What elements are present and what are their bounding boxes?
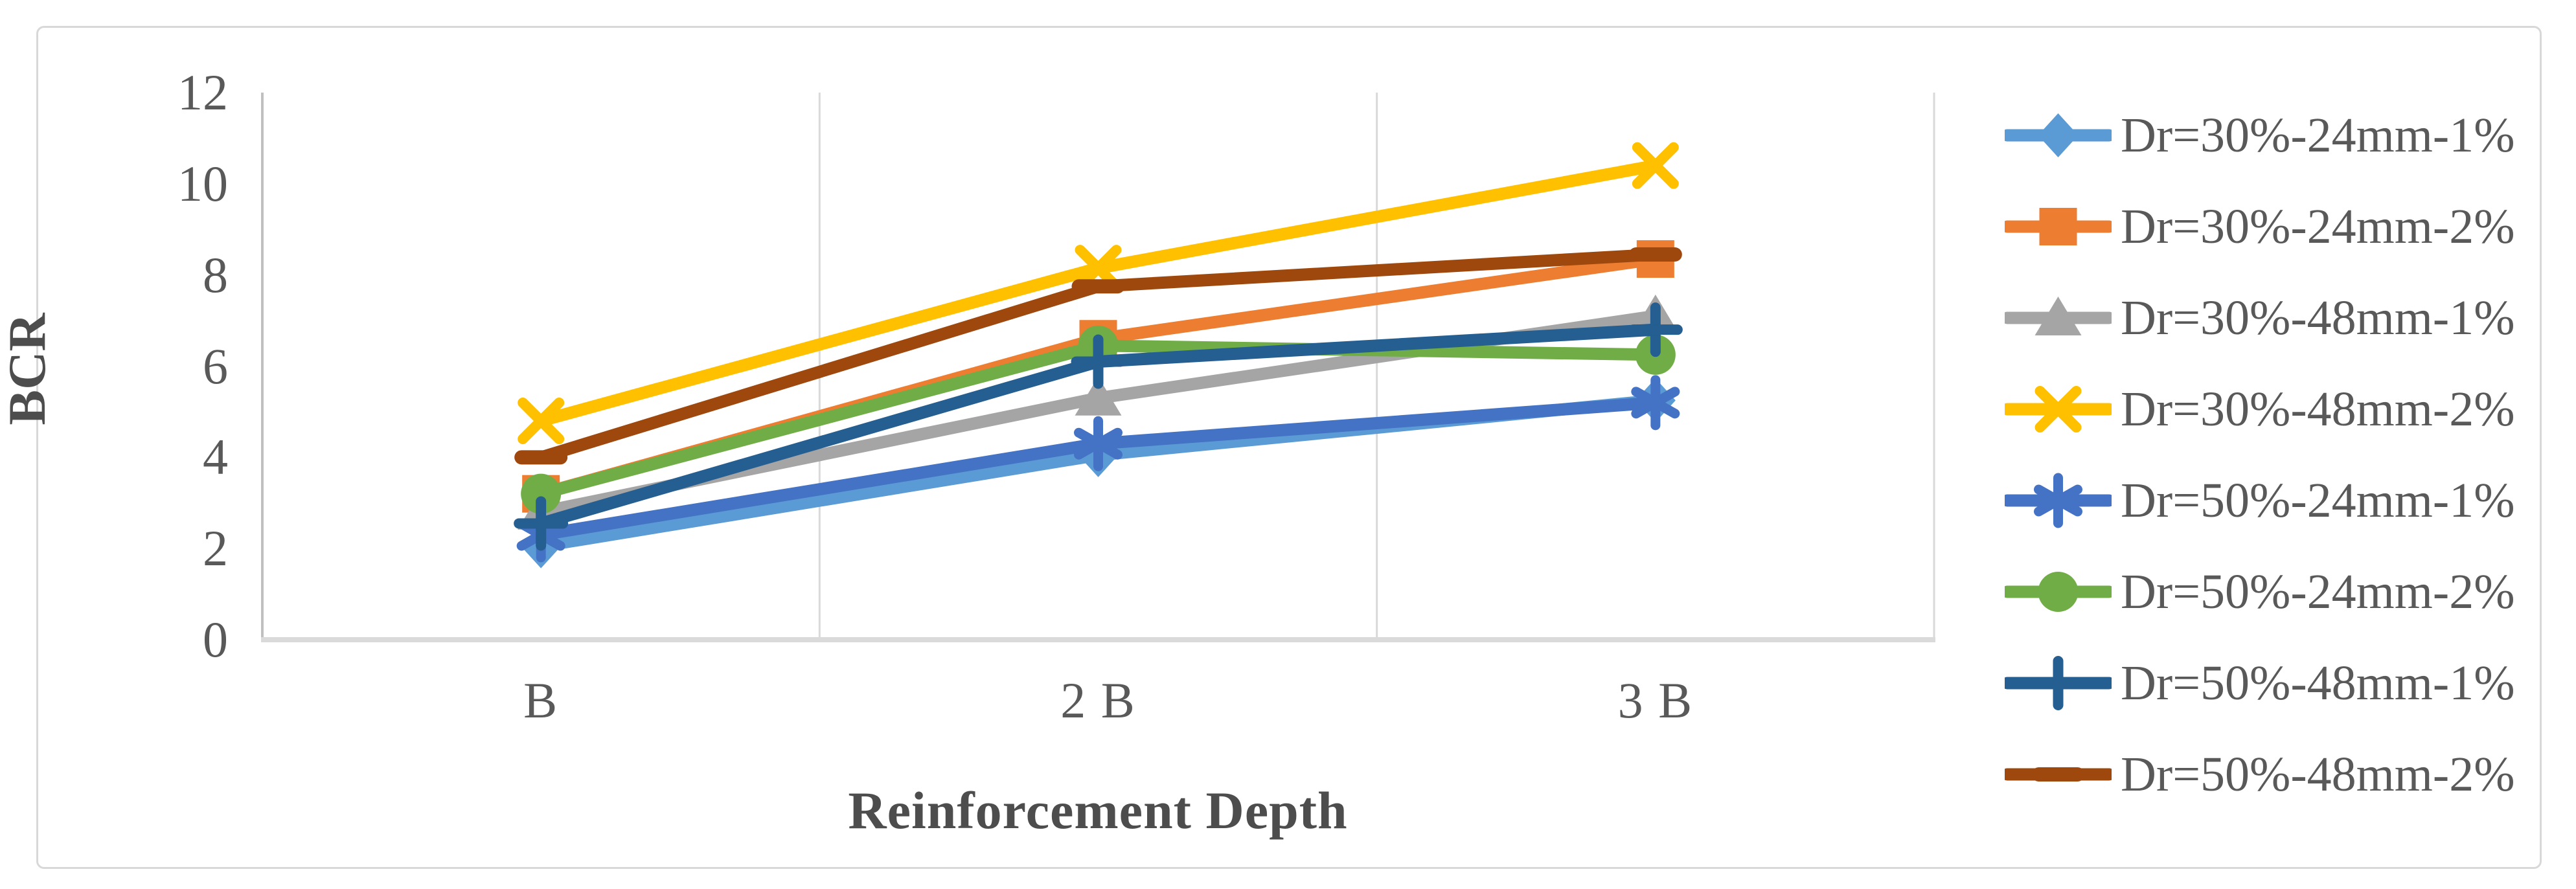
legend-swatch-triangle-icon	[2005, 297, 2112, 335]
legend-marker	[2034, 473, 2082, 528]
y-tick-label: 10	[177, 155, 228, 212]
y-tick-label: 0	[203, 611, 228, 668]
legend-item: Dr=30%-24mm-2%	[2005, 197, 2515, 256]
x-tick-label: B	[523, 672, 559, 728]
y-tick-label: 12	[177, 64, 228, 120]
legend-item: Dr=50%-48mm-2%	[2005, 745, 2515, 804]
legend-label: Dr=30%-48mm-1%	[2121, 290, 2515, 345]
legend-item: Dr=50%-48mm-1%	[2005, 653, 2515, 713]
legend-label: Dr=30%-24mm-2%	[2121, 199, 2515, 254]
line	[2034, 484, 2082, 517]
legend-swatch-circle-icon	[2005, 572, 2112, 612]
legend-swatch-square-icon	[2005, 208, 2112, 245]
legend-item: Dr=50%-24mm-1%	[2005, 471, 2515, 530]
legend-label: Dr=50%-48mm-1%	[2121, 655, 2515, 710]
data-point-marker	[1632, 142, 1679, 189]
legend-label: Dr=30%-48mm-2%	[2121, 381, 2515, 436]
legend-marker	[2031, 656, 2086, 710]
legend-marker	[2038, 113, 2079, 157]
legend-label: Dr=50%-24mm-2%	[2121, 564, 2515, 619]
figure-border	[36, 26, 2542, 869]
data-point-marker	[1628, 302, 1683, 357]
series-Dr=50%-48mm-2%	[514, 247, 1682, 465]
data-point-marker	[1074, 416, 1123, 471]
data-point-marker	[514, 496, 569, 551]
y-tick-label: 2	[203, 520, 228, 577]
data-point-marker	[518, 398, 565, 444]
legend-marker	[2039, 208, 2077, 245]
legend-marker	[2038, 572, 2079, 612]
line	[1631, 387, 1680, 419]
x-axis-title: Reinforcement Depth	[848, 781, 1348, 840]
data-point-marker	[1075, 376, 1122, 416]
data-point-marker	[1071, 334, 1126, 389]
line	[1632, 142, 1679, 189]
legend-item: Dr=50%-24mm-2%	[2005, 562, 2515, 622]
x-tick-label: 2 B	[1060, 672, 1136, 728]
legend-marker	[2035, 386, 2082, 433]
legend-item: Dr=30%-24mm-1%	[2005, 106, 2515, 165]
legend-swatch-diamond-icon	[2005, 113, 2112, 157]
legend-swatch-plus-icon	[2005, 656, 2112, 710]
y-tick-label: 6	[203, 337, 228, 394]
legend-item: Dr=30%-48mm-1%	[2005, 288, 2515, 348]
data-point-marker	[1631, 375, 1680, 431]
legend-swatch-x-icon	[2005, 386, 2112, 433]
legend-item: Dr=30%-48mm-2%	[2005, 379, 2515, 439]
legend-swatch-dash-icon	[2005, 767, 2112, 782]
data-point-marker	[521, 473, 562, 514]
y-tick-label: 8	[203, 246, 228, 303]
legend-swatch-asterisk-icon	[2005, 473, 2112, 528]
line	[1074, 427, 1123, 460]
legend-label: Dr=30%-24mm-1%	[2121, 107, 2515, 163]
legend-label: Dr=50%-48mm-2%	[2121, 747, 2515, 802]
line	[518, 398, 565, 444]
line	[2035, 386, 2082, 433]
series-Dr=50%-48mm-1%	[514, 302, 1683, 551]
x-tick-label: 3 B	[1617, 672, 1694, 728]
legend-label: Dr=50%-24mm-1%	[2121, 473, 2515, 528]
legend-marker	[2035, 297, 2082, 335]
y-tick-label: 4	[203, 429, 228, 486]
